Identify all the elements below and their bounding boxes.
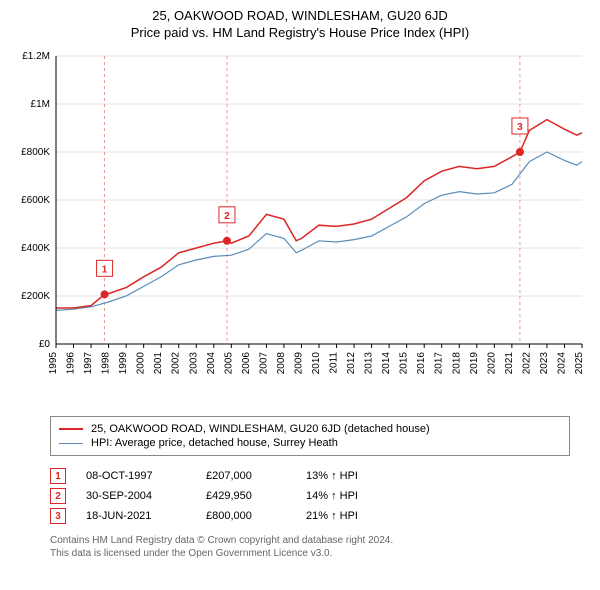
- footer-line-2: This data is licensed under the Open Gov…: [50, 547, 570, 560]
- svg-text:2002: 2002: [171, 352, 182, 375]
- legend-label: HPI: Average price, detached house, Surr…: [91, 437, 338, 449]
- sale-badge: 3: [50, 508, 66, 524]
- svg-text:1997: 1997: [83, 352, 94, 375]
- sale-row: 1 08-OCT-1997 £207,000 13% ↑ HPI: [50, 466, 570, 486]
- svg-text:£400K: £400K: [21, 243, 50, 254]
- sale-price: £800,000: [206, 510, 286, 522]
- svg-text:2014: 2014: [381, 352, 392, 375]
- svg-text:2019: 2019: [469, 352, 480, 375]
- svg-text:2020: 2020: [486, 352, 497, 375]
- svg-text:2013: 2013: [364, 352, 375, 375]
- svg-text:2024: 2024: [556, 352, 567, 375]
- svg-text:2009: 2009: [293, 352, 304, 375]
- legend-box: 25, OAKWOOD ROAD, WINDLESHAM, GU20 6JD (…: [50, 416, 570, 456]
- svg-text:2004: 2004: [206, 352, 217, 375]
- svg-text:2012: 2012: [346, 352, 357, 375]
- svg-text:2001: 2001: [153, 352, 164, 375]
- svg-text:1996: 1996: [66, 352, 77, 375]
- sale-delta: 21% ↑ HPI: [306, 510, 358, 522]
- svg-text:£600K: £600K: [21, 195, 50, 206]
- svg-text:2017: 2017: [434, 352, 445, 375]
- sale-badge: 1: [50, 468, 66, 484]
- svg-text:2003: 2003: [188, 352, 199, 375]
- legend-row: 25, OAKWOOD ROAD, WINDLESHAM, GU20 6JD (…: [59, 423, 561, 435]
- svg-text:2005: 2005: [223, 352, 234, 375]
- sale-badge: 2: [50, 488, 66, 504]
- svg-text:2000: 2000: [136, 352, 147, 375]
- legend-label: 25, OAKWOOD ROAD, WINDLESHAM, GU20 6JD (…: [91, 423, 430, 435]
- sale-price: £207,000: [206, 470, 286, 482]
- svg-text:2015: 2015: [399, 352, 410, 375]
- svg-text:£800K: £800K: [21, 147, 50, 158]
- svg-text:2023: 2023: [539, 352, 550, 375]
- sale-row: 2 30-SEP-2004 £429,950 14% ↑ HPI: [50, 486, 570, 506]
- svg-text:2007: 2007: [258, 352, 269, 375]
- svg-text:3: 3: [517, 122, 523, 133]
- footer-line-1: Contains HM Land Registry data © Crown c…: [50, 534, 570, 547]
- sale-date: 08-OCT-1997: [86, 470, 186, 482]
- footer-attribution: Contains HM Land Registry data © Crown c…: [50, 534, 570, 560]
- line-chart-svg: £0 £200K £400K £600K £800K £1M £1.2M 1995 1996 19…: [10, 48, 590, 408]
- svg-text:1999: 1999: [118, 352, 129, 375]
- svg-text:£1M: £1M: [31, 99, 50, 110]
- sale-delta: 14% ↑ HPI: [306, 490, 358, 502]
- chart-area: £0 £200K £400K £600K £800K £1M £1.2M 1995 1996 19…: [10, 48, 590, 408]
- svg-text:£0: £0: [39, 339, 51, 350]
- svg-text:2016: 2016: [416, 352, 427, 375]
- svg-text:2008: 2008: [276, 352, 287, 375]
- svg-text:£1.2M: £1.2M: [22, 51, 50, 62]
- chart-title: 25, OAKWOOD ROAD, WINDLESHAM, GU20 6JD: [10, 8, 590, 23]
- svg-text:2010: 2010: [311, 352, 322, 375]
- sale-date: 18-JUN-2021: [86, 510, 186, 522]
- svg-text:£200K: £200K: [21, 291, 50, 302]
- svg-text:2021: 2021: [504, 352, 515, 375]
- svg-text:2011: 2011: [329, 352, 340, 374]
- sales-table: 1 08-OCT-1997 £207,000 13% ↑ HPI 2 30-SEP-200…: [50, 466, 570, 526]
- legend-swatch: [59, 443, 83, 444]
- sale-date: 30-SEP-2004: [86, 490, 186, 502]
- sale-price: £429,950: [206, 490, 286, 502]
- sale-row: 3 18-JUN-2021 £800,000 21% ↑ HPI: [50, 506, 570, 526]
- legend-swatch: [59, 428, 83, 430]
- svg-text:2018: 2018: [451, 352, 462, 375]
- svg-text:1: 1: [102, 264, 108, 275]
- chart-subtitle: Price paid vs. HM Land Registry's House …: [10, 25, 590, 40]
- svg-text:2022: 2022: [521, 352, 532, 375]
- svg-text:2025: 2025: [574, 352, 585, 375]
- svg-text:1998: 1998: [101, 352, 112, 375]
- svg-text:2: 2: [224, 211, 230, 222]
- svg-text:1995: 1995: [48, 352, 59, 375]
- svg-text:2006: 2006: [241, 352, 252, 375]
- legend-row: HPI: Average price, detached house, Surr…: [59, 437, 561, 449]
- sale-delta: 13% ↑ HPI: [306, 470, 358, 482]
